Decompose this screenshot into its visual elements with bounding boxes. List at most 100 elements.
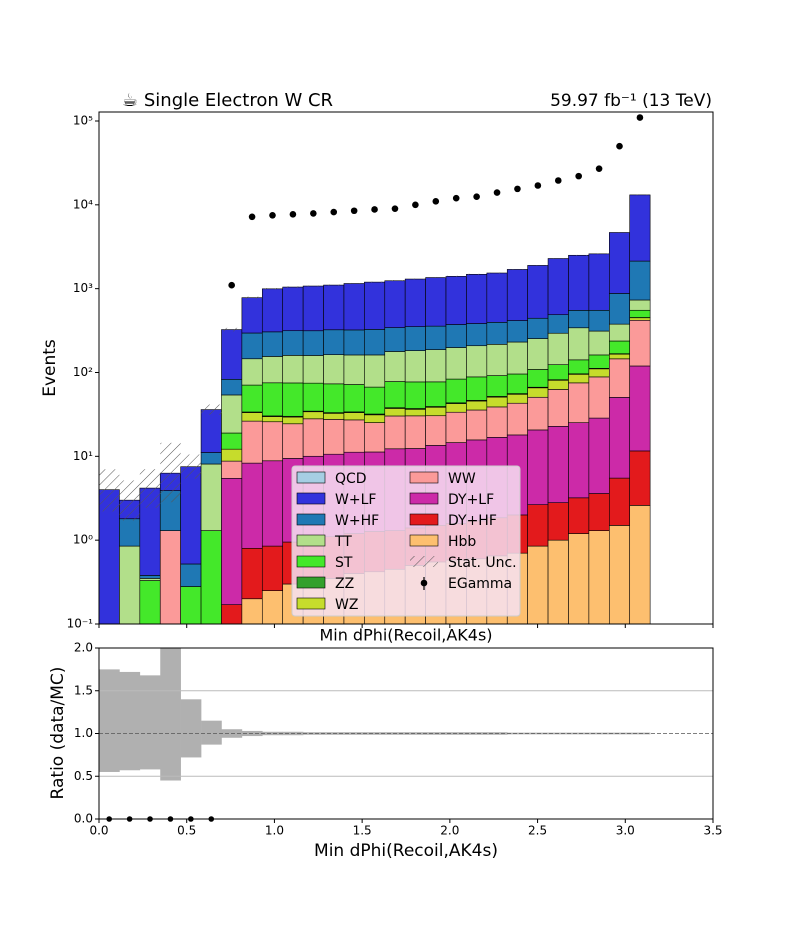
legend-swatch xyxy=(410,493,438,504)
hist-bar xyxy=(609,359,629,398)
hist-bar xyxy=(589,377,609,418)
hist-bar xyxy=(528,369,548,387)
stat-unc xyxy=(364,282,384,283)
hist-bar xyxy=(283,383,303,416)
y-tick-label: 10⁵ xyxy=(73,113,93,127)
x-tick-label: 0.5 xyxy=(177,824,196,838)
hist-bar xyxy=(589,355,609,368)
legend-label: DY+HF xyxy=(448,513,497,529)
hist-bar xyxy=(568,534,588,626)
x-tick-label: 1.5 xyxy=(353,824,372,838)
legend-label: WZ xyxy=(335,597,358,613)
legend-swatch xyxy=(410,472,438,483)
hist-bar xyxy=(507,394,527,403)
hist-bar xyxy=(221,395,241,433)
legend-label: EGamma xyxy=(448,576,512,592)
hist-bar xyxy=(242,413,262,422)
stat-unc xyxy=(324,285,344,286)
hist-bar xyxy=(568,498,588,534)
hist-bar xyxy=(507,403,527,435)
hist-bar xyxy=(487,407,507,437)
x-tick-label: 0.0 xyxy=(89,824,108,838)
hist-bar xyxy=(405,416,425,449)
ratio-band xyxy=(99,669,120,772)
hist-bar xyxy=(344,284,364,330)
hist-bar xyxy=(589,494,609,531)
hist-bar xyxy=(548,426,568,502)
hist-bar xyxy=(446,325,466,348)
hist-bar xyxy=(140,575,160,578)
data-point xyxy=(535,182,542,189)
hist-bar xyxy=(630,261,650,300)
hist-bar xyxy=(630,195,650,261)
hist-bar xyxy=(609,341,629,354)
hist-bar xyxy=(507,269,527,320)
hist-bar xyxy=(221,330,241,380)
data-point xyxy=(412,202,419,209)
legend-swatch xyxy=(297,556,325,567)
stat-unc xyxy=(283,286,303,287)
legend-box xyxy=(292,466,520,616)
legend-swatch xyxy=(297,493,325,504)
stat-unc xyxy=(426,277,446,278)
stat-unc xyxy=(466,274,486,275)
hist-bar xyxy=(548,503,568,540)
hist-bar xyxy=(548,315,568,334)
hist-bar xyxy=(242,463,262,548)
stat-unc xyxy=(99,469,119,511)
legend-marker xyxy=(421,580,428,587)
hist-bar xyxy=(262,332,282,357)
hist-bar xyxy=(364,355,384,387)
hist-bar xyxy=(528,388,548,397)
hist-bar xyxy=(507,321,527,342)
hist-bar xyxy=(364,387,384,414)
hist-bar xyxy=(609,354,629,359)
hist-bar xyxy=(630,318,650,321)
y-tick-label: 10⁴ xyxy=(73,197,93,211)
hist-bar xyxy=(385,328,405,352)
data-point xyxy=(392,205,399,212)
stat-unc xyxy=(160,443,180,502)
hist-bar xyxy=(303,412,323,419)
legend-label: WW xyxy=(448,471,476,487)
stat-unc xyxy=(221,328,241,332)
hist-bar xyxy=(426,278,446,327)
x-tick-label: 3.5 xyxy=(703,824,722,838)
hist-bar xyxy=(324,419,344,454)
hist-bar xyxy=(119,519,139,546)
x-tick-label: 3.0 xyxy=(616,824,635,838)
hist-bar xyxy=(589,331,609,355)
hist-bar xyxy=(364,282,384,329)
stat-unc xyxy=(630,195,650,196)
hist-bar xyxy=(364,329,384,355)
hist-bar xyxy=(364,423,384,452)
hist-bar xyxy=(528,318,548,338)
hist-bar xyxy=(242,385,262,412)
data-point xyxy=(514,186,521,193)
hist-bar xyxy=(283,331,303,356)
hist-bar xyxy=(568,383,588,423)
hist-bar xyxy=(344,413,364,420)
hist-bar xyxy=(446,379,466,403)
hist-bar xyxy=(466,410,486,440)
data-point xyxy=(249,213,256,220)
hist-bar xyxy=(262,289,282,332)
hist-bar xyxy=(466,401,486,410)
hist-bar xyxy=(221,461,241,478)
hist-bar xyxy=(303,383,323,411)
hist-bar xyxy=(385,382,405,408)
hist-bar xyxy=(405,351,425,382)
hist-bar xyxy=(446,412,466,442)
data-point xyxy=(453,195,460,202)
hist-bar xyxy=(466,274,486,323)
hist-bar xyxy=(528,505,548,546)
title: ☕ Single Electron W CR xyxy=(122,90,333,111)
hist-bar xyxy=(426,382,446,407)
legend-swatch xyxy=(297,577,325,588)
hist-bar xyxy=(140,581,160,626)
hist-bar xyxy=(324,355,344,384)
hist-bar xyxy=(262,591,282,626)
hist-bar xyxy=(630,300,650,310)
hist-bar xyxy=(242,599,262,626)
